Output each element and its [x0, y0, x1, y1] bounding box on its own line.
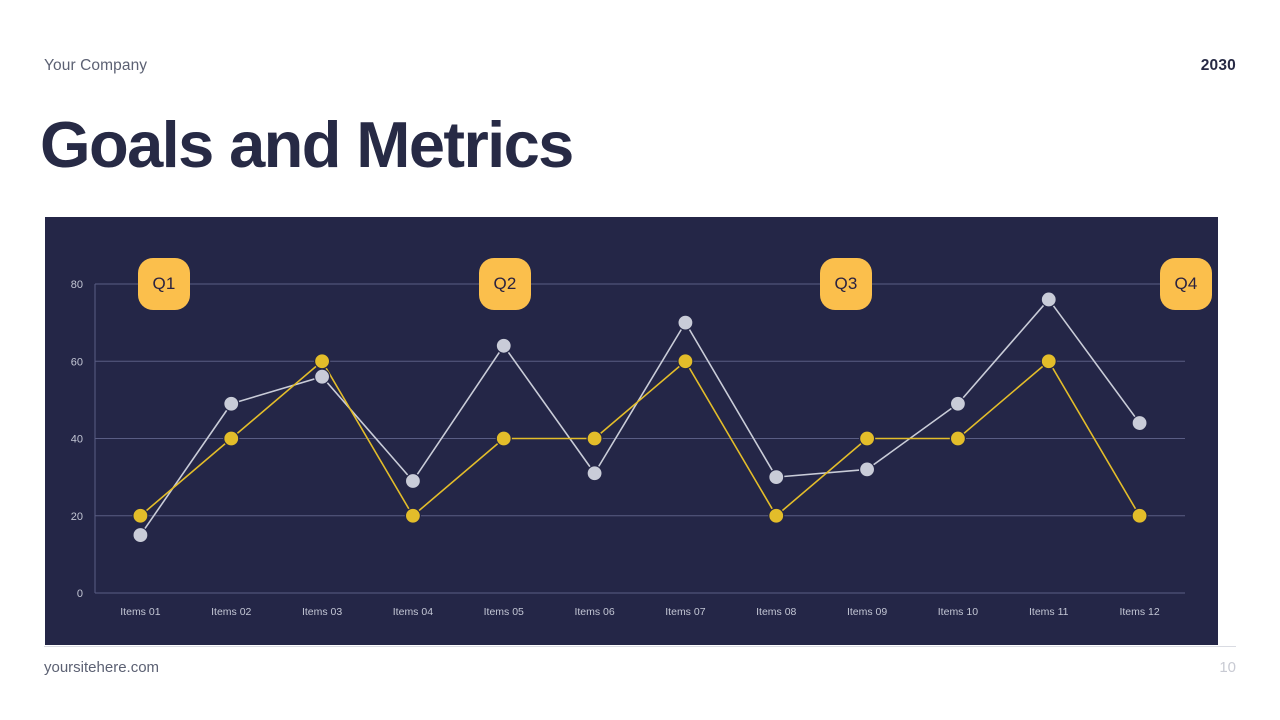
- data-point-marker: [768, 507, 785, 524]
- x-axis-tick-label: Items 04: [393, 606, 433, 618]
- quarter-badge-label: Q1: [152, 274, 176, 293]
- data-point-marker: [495, 430, 512, 447]
- data-point-marker: [404, 507, 422, 524]
- chart-svg: 0 20 40 60 80 Items 01 Items 02 Items 03 Items 0…: [71, 279, 1185, 618]
- x-axis-tick-label: Items 07: [665, 606, 705, 618]
- quarter-badge-q3[interactable]: Q3: [820, 258, 872, 310]
- x-axis-tick-label: Items 09: [847, 606, 887, 618]
- quarter-badge-label: Q3: [834, 274, 858, 293]
- x-axis-tick-label: Items 01: [120, 606, 160, 618]
- line-chart: 0 20 40 60 80 Items 01 Items 02 Items 03 Items 0…: [45, 217, 1218, 645]
- y-axis-tick-label: 60: [71, 356, 83, 368]
- x-axis-tick-label: Items 03: [302, 606, 342, 618]
- series-line: [139, 360, 1141, 517]
- data-point-marker: [495, 337, 512, 354]
- site-url: yoursitehere.com: [44, 658, 160, 676]
- data-point-marker: [586, 430, 603, 447]
- quarter-badge-q1[interactable]: Q1: [138, 258, 190, 310]
- data-point-marker: [1131, 507, 1148, 524]
- quarter-badge-label: Q4: [1174, 274, 1198, 293]
- data-point-marker: [858, 461, 876, 478]
- slide-header: Your Company 2030: [44, 52, 1236, 80]
- data-point-marker: [404, 472, 422, 490]
- data-point-marker: [223, 430, 240, 447]
- x-axis-tick-label: Items 12: [1119, 606, 1159, 618]
- data-point-marker: [1131, 414, 1148, 432]
- data-point-marker: [586, 465, 603, 482]
- data-point-marker: [313, 353, 331, 370]
- data-point-marker: [313, 368, 331, 385]
- data-point-marker: [1040, 353, 1057, 370]
- y-axis-tick-label: 80: [71, 279, 83, 291]
- data-point-marker: [223, 395, 240, 412]
- page-number: 10: [1219, 658, 1236, 676]
- x-axis-tick-label: Items 10: [938, 606, 978, 618]
- series-line: [139, 298, 1141, 536]
- y-axis-tick-label: 0: [77, 588, 83, 600]
- data-point-marker: [1040, 291, 1057, 308]
- x-axis-tick-label: Items 05: [484, 606, 524, 618]
- quarter-badge-q2[interactable]: Q2: [479, 258, 531, 310]
- footer-divider: [44, 646, 1236, 647]
- quarter-badge-label: Q2: [493, 274, 517, 293]
- y-axis-tick-label: 20: [71, 511, 83, 523]
- quarter-badge-q4[interactable]: Q4: [1160, 258, 1212, 310]
- data-point-marker: [132, 526, 149, 544]
- x-axis-tick-label: Items 06: [574, 606, 614, 618]
- x-axis-tick-label: Items 02: [211, 606, 251, 618]
- data-point-marker: [677, 353, 694, 370]
- x-axis-tick-label: Items 11: [1029, 606, 1069, 618]
- data-point-marker: [949, 430, 967, 447]
- slide-footer: yoursitehere.com 10: [44, 655, 1236, 679]
- data-point-marker: [132, 507, 149, 524]
- year-label: 2030: [1200, 57, 1236, 74]
- data-point-marker: [768, 469, 785, 486]
- chart-panel: 0 20 40 60 80 Items 01 Items 02 Items 03 Items 0…: [45, 217, 1218, 645]
- company-name: Your Company: [44, 57, 148, 74]
- data-point-marker: [858, 430, 876, 447]
- data-point-marker: [677, 314, 694, 331]
- x-axis-tick-label: Items 08: [756, 606, 796, 618]
- page-title: Goals and Metrics: [40, 108, 574, 181]
- data-point-marker: [949, 395, 967, 412]
- y-axis-tick-label: 40: [71, 434, 83, 446]
